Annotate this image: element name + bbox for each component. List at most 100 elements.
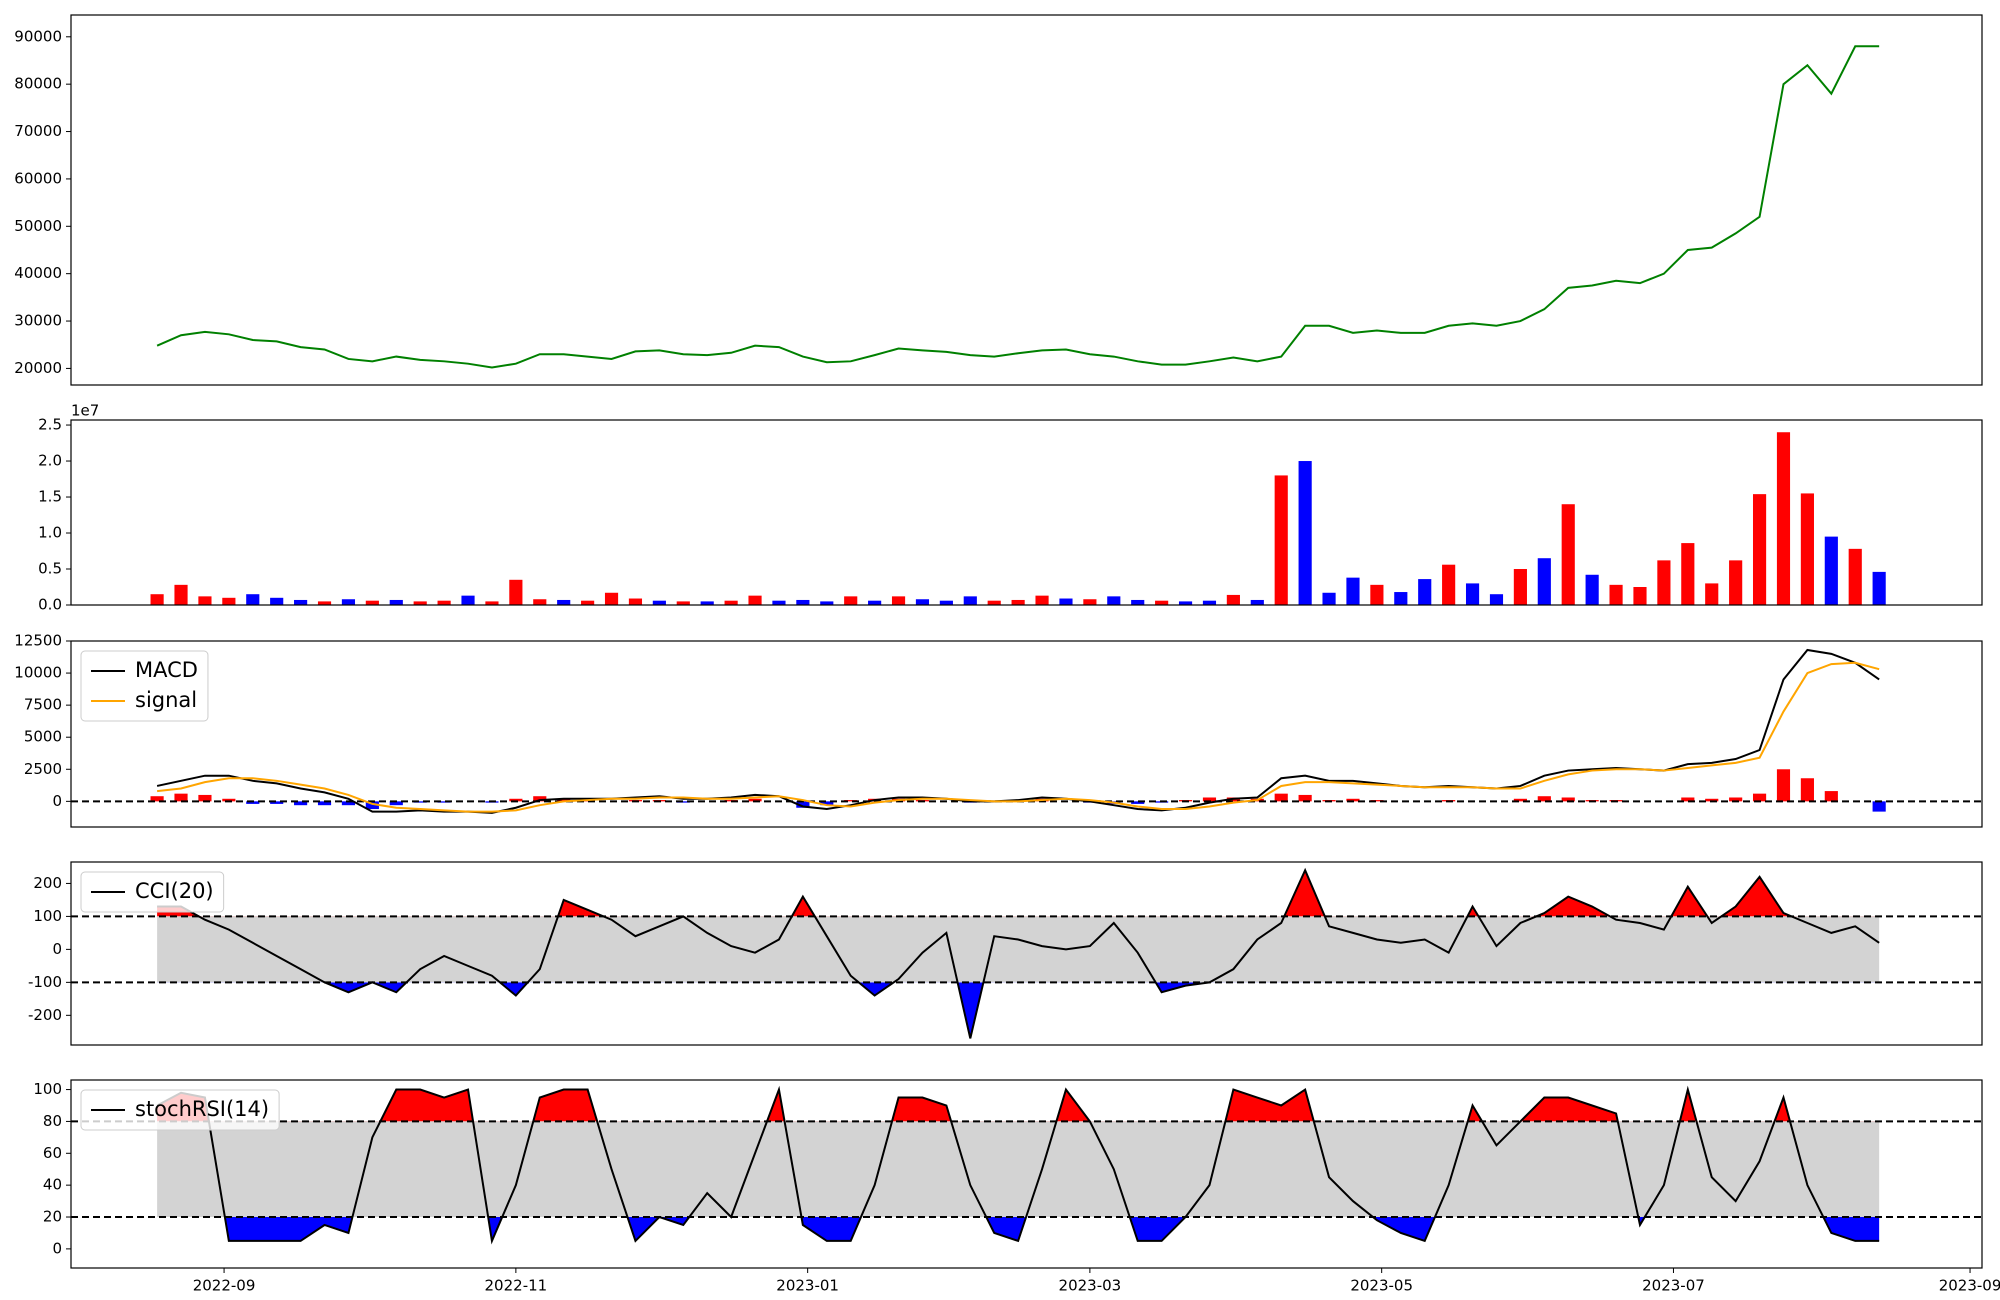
histogram-bar [820, 801, 834, 806]
bar [1298, 461, 1312, 605]
bar [294, 599, 308, 605]
panel: 0 20 40 60 80 100 stochRSI(14) 2022-09 2022-11 20… [33, 1079, 2000, 1295]
bar [1274, 475, 1288, 605]
x-tick-label: 2022-09 [193, 1277, 256, 1295]
bar [1370, 584, 1384, 605]
histogram-bar [1370, 800, 1384, 802]
y-tick-label: 20 [43, 1208, 62, 1226]
bar [1489, 594, 1504, 605]
x-tick-label: 2023-07 [1642, 1277, 1705, 1295]
y-tick-label: 60 [43, 1144, 62, 1162]
bar [963, 596, 977, 605]
histogram-bar [509, 798, 523, 802]
bar [1107, 596, 1121, 605]
below-fill [157, 1217, 1880, 1241]
y-tick-label: 40 [43, 1176, 62, 1194]
histogram-bar [389, 801, 403, 806]
legend: stochRSI(14) [80, 1089, 280, 1131]
bar [341, 599, 356, 605]
bar [700, 601, 714, 605]
bar [1226, 594, 1240, 605]
bar [581, 600, 595, 605]
plot-area [156, 45, 1880, 369]
plot-area [71, 867, 1982, 1039]
y-tick-label: 12500 [14, 632, 62, 650]
bar [461, 595, 475, 605]
y-tick-label: 2.0 [38, 452, 62, 470]
histogram-bar [796, 801, 810, 808]
bar [198, 596, 212, 605]
bar [1059, 598, 1073, 605]
legend-box [80, 871, 225, 913]
bar [246, 594, 260, 605]
x-tick-label: 2023-03 [1059, 1277, 1122, 1295]
bar [557, 599, 571, 605]
bar [891, 596, 906, 605]
histogram-bar [150, 796, 164, 802]
y-tick-label: 0.5 [38, 560, 62, 578]
bar [1035, 595, 1049, 605]
legend-box [80, 1089, 280, 1131]
bar [150, 594, 164, 605]
band [157, 916, 1880, 983]
histogram-bar [844, 800, 858, 802]
y-tick-label: 40000 [14, 264, 62, 282]
panel: 20000 30000 40000 50000 60000 70000 80000 90000 [14, 14, 1983, 386]
histogram-bar [676, 801, 690, 803]
bar [1872, 571, 1886, 605]
bar [1824, 536, 1838, 605]
y-tick-label: -100 [28, 973, 62, 991]
series-line [156, 661, 1880, 813]
bar [222, 597, 236, 605]
histogram-bar [1824, 791, 1838, 802]
legend-label: stochRSI(14) [135, 1097, 269, 1121]
axes-frame [70, 861, 1983, 1046]
bar [1465, 583, 1480, 605]
bar [1418, 579, 1432, 605]
histogram-bar [341, 801, 356, 806]
above-fill [157, 1089, 1880, 1122]
histogram-bar [246, 801, 260, 804]
y-tick-label: 30000 [14, 312, 62, 330]
histogram-bar [365, 801, 379, 810]
histogram-bar [557, 798, 571, 802]
bar [365, 600, 379, 605]
histogram-bar [1346, 798, 1360, 802]
panel: -200 -100 0 100 200 CCI(20) [28, 861, 1983, 1046]
bar [939, 600, 953, 605]
bar [1681, 543, 1695, 605]
y-tick-label: 7500 [24, 696, 62, 714]
bar [413, 601, 427, 605]
legend-label: signal [135, 688, 197, 712]
bar [1346, 577, 1360, 605]
bar [1442, 564, 1456, 605]
y-tick-label: 100 [33, 1080, 62, 1098]
histogram-bar [748, 798, 762, 802]
bar [1083, 599, 1097, 605]
bar [844, 596, 858, 605]
histogram-bar [1202, 797, 1217, 802]
axes-frame [70, 1079, 1983, 1269]
legend: CCI(20) [80, 871, 225, 913]
series-line [157, 867, 1880, 1039]
y-tick-label: 50000 [14, 217, 62, 235]
histogram-bar [1752, 793, 1767, 802]
y-tick-label: 200 [33, 874, 62, 892]
y-tick-label: 20000 [14, 359, 62, 377]
histogram-bar [174, 793, 188, 802]
y-tick-label: 60000 [14, 169, 62, 187]
bar [533, 599, 547, 605]
bar [1202, 600, 1217, 605]
legend-label: CCI(20) [135, 879, 214, 903]
x-tick-label: 2022-11 [485, 1277, 548, 1295]
bar [1657, 560, 1671, 605]
y-tick-label: 90000 [14, 27, 62, 45]
bar [509, 579, 523, 605]
histogram-bar [1537, 796, 1551, 802]
bar [1752, 494, 1767, 605]
bar [1585, 574, 1599, 605]
series-line [156, 648, 1880, 814]
y-tick-label: 100 [33, 907, 62, 925]
